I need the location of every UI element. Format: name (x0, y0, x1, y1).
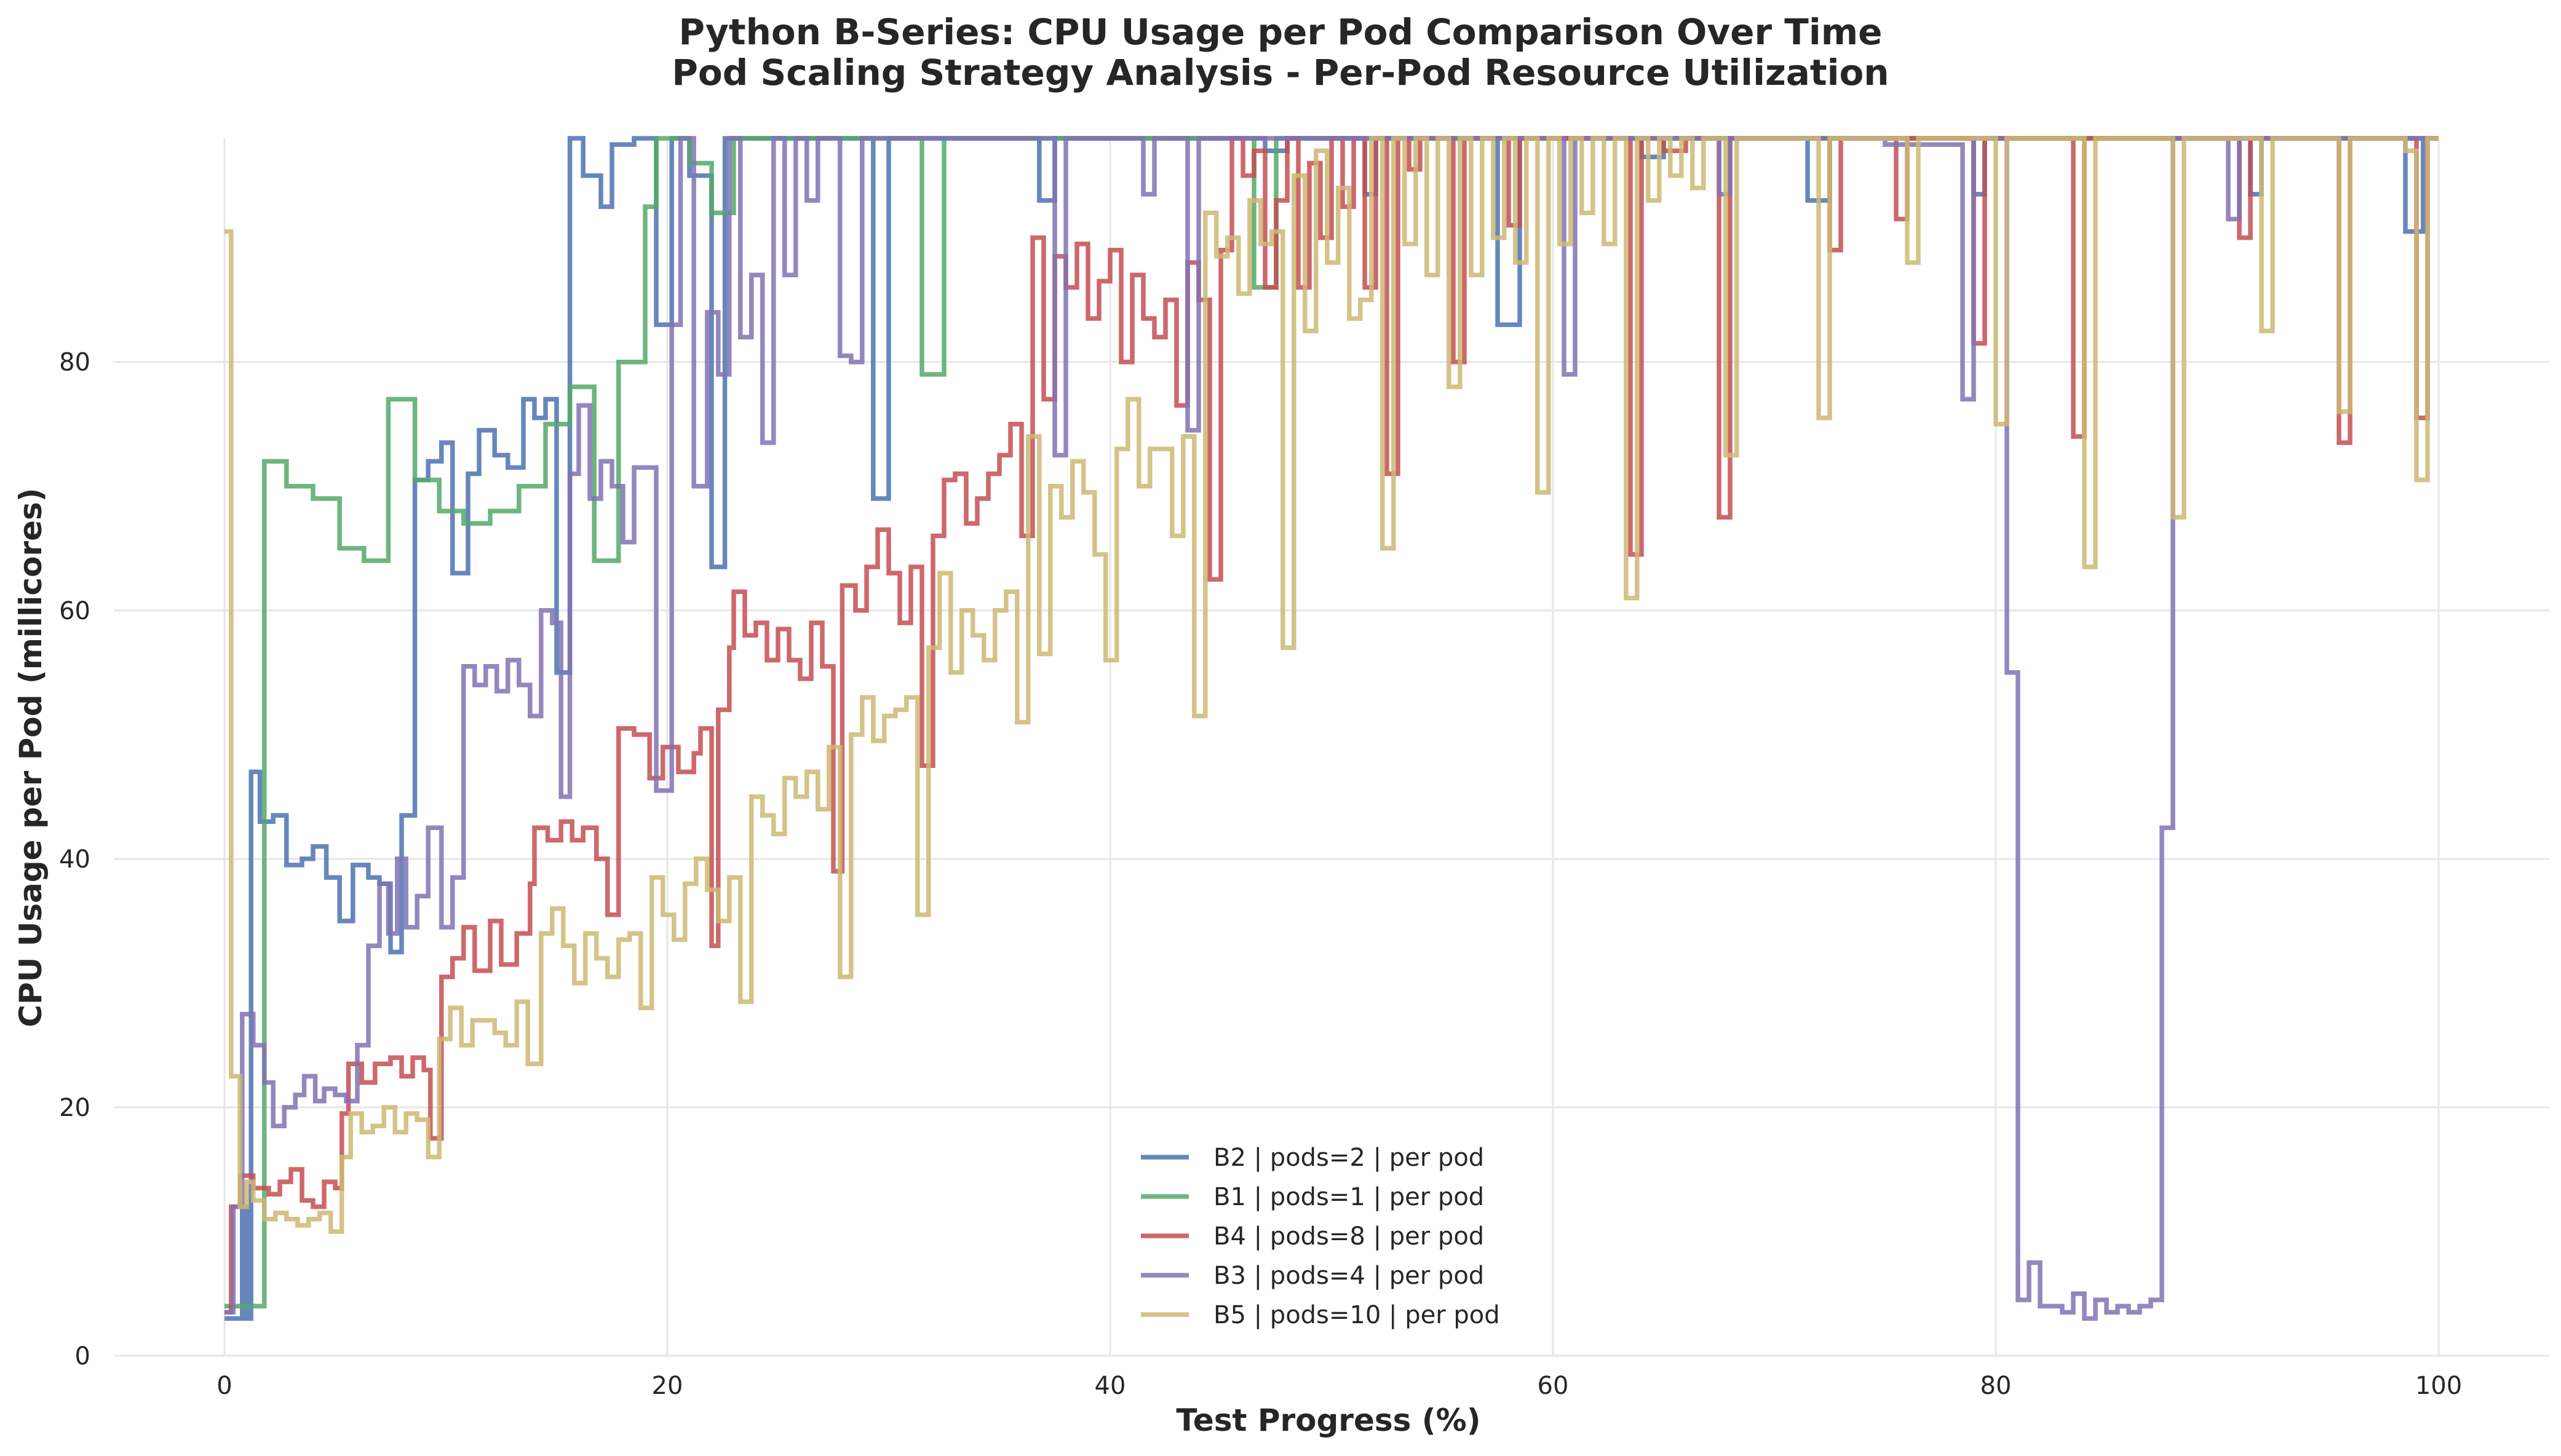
y-tick-label: 20 (59, 1094, 90, 1122)
y-axis-label: CPU Usage per Pod (millicores) (13, 488, 49, 1027)
x-axis-label: Test Progress (%) (1176, 1403, 1480, 1438)
chart-subtitle: Pod Scaling Strategy Analysis - Per-Pod … (672, 52, 1889, 93)
grid (114, 138, 2549, 1357)
series-line-5 (224, 136, 2439, 1234)
legend-label: B4 | pods=8 | per pod (1213, 1222, 1484, 1251)
series-line-4 (224, 136, 2439, 1321)
x-tick-label: 80 (1980, 1372, 2012, 1400)
legend-label: B5 | pods=10 | per pod (1213, 1301, 1500, 1329)
y-tick-label: 0 (75, 1342, 90, 1371)
y-tick-label: 80 (59, 349, 90, 377)
legend-label: B3 | pods=4 | per pod (1213, 1262, 1484, 1290)
axis-ticks: 0 20 40 60 80 100 0 20 40 60 80 (59, 349, 2462, 1400)
x-tick-label: 100 (2415, 1372, 2462, 1400)
legend-label: B1 | pods=1 | per pod (1213, 1183, 1484, 1211)
x-tick-label: 20 (652, 1372, 683, 1400)
legend-label: B2 | pods=2 | per pod (1213, 1144, 1484, 1172)
legend: B2 | pods=2 | per pod B1 | pods=1 | per p… (1141, 1144, 1500, 1329)
x-tick-label: 60 (1538, 1372, 1569, 1400)
x-tick-label: 40 (1095, 1372, 1126, 1400)
x-tick-label: 0 (216, 1372, 232, 1400)
y-tick-label: 40 (59, 845, 90, 874)
y-tick-label: 60 (59, 597, 90, 625)
chart-title: Python B-Series: CPU Usage per Pod Compa… (678, 11, 1882, 53)
series-line-2 (224, 136, 2439, 1308)
series-group (224, 136, 2439, 1321)
